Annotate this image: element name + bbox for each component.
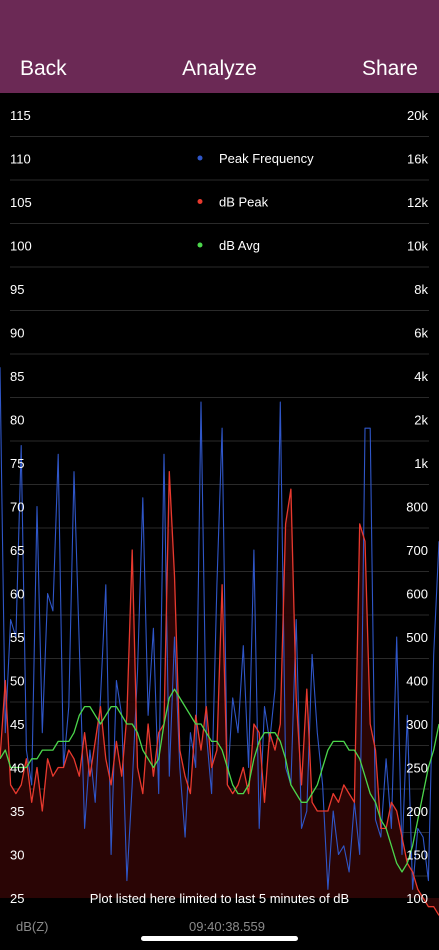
right-tick-label: 12k xyxy=(407,195,428,210)
left-tick-label: 45 xyxy=(10,717,24,732)
right-tick-label: 300 xyxy=(406,717,428,732)
legend-marker-db-peak xyxy=(197,199,203,204)
right-tick-label: 8k xyxy=(414,282,428,297)
right-axis-ticks: 20k 16k 12k 10k 8k 6k 4k 2k 1k 800 700 600 500 400 300… xyxy=(406,108,428,906)
left-tick-label: 70 xyxy=(10,500,24,515)
left-tick-label: 60 xyxy=(10,587,24,602)
legend-marker-peak-frequency xyxy=(197,155,203,161)
db-avg-line xyxy=(0,688,439,873)
left-tick-label: 55 xyxy=(10,630,24,645)
timestamp-label: 09:40:38.559 xyxy=(189,919,265,934)
legend-label-db-avg: dB Avg xyxy=(219,238,260,253)
right-tick-label: 2k xyxy=(414,413,428,428)
left-tick-label: 40 xyxy=(10,761,24,776)
peak-frequency-line xyxy=(0,367,439,890)
chart-series xyxy=(0,367,439,916)
right-tick-label: 10k xyxy=(407,239,428,254)
left-tick-label: 50 xyxy=(10,674,24,689)
left-tick-label: 65 xyxy=(10,543,24,558)
right-tick-label: 500 xyxy=(406,630,428,645)
right-tick-label: 600 xyxy=(406,587,428,602)
legend-label-db-peak: dB Peak xyxy=(219,195,269,210)
right-tick-label: 6k xyxy=(414,326,428,341)
left-tick-label: 90 xyxy=(10,326,24,341)
right-tick-label: 700 xyxy=(406,543,428,558)
chart-legend: Peak Frequency dB Peak dB Avg xyxy=(197,151,314,253)
left-tick-label: 35 xyxy=(10,804,24,819)
right-tick-label: 100 xyxy=(406,891,428,906)
share-button[interactable]: Share xyxy=(361,57,418,80)
weighting-label: dB(Z) xyxy=(16,919,49,934)
left-tick-label: 115 xyxy=(10,108,31,123)
right-tick-label: 200 xyxy=(406,804,428,819)
right-tick-label: 20k xyxy=(407,108,428,123)
legend-label-peak-frequency: Peak Frequency xyxy=(219,151,314,166)
left-axis-ticks: 115 110 105 100 95 90 85 80 75 70 65 60 55 50 45 40 35 30… xyxy=(10,108,32,906)
left-tick-label: 30 xyxy=(10,848,24,863)
home-indicator xyxy=(141,936,298,941)
right-tick-label: 16k xyxy=(407,152,428,167)
navigation-bar: Back Analyze Share xyxy=(0,0,439,93)
right-tick-label: 800 xyxy=(406,500,428,515)
back-button[interactable]: Back xyxy=(20,57,67,80)
analysis-chart: 115 110 105 100 95 90 85 80 75 70 65 60 55 50 45 40 35 30… xyxy=(0,93,439,950)
legend-marker-db-avg xyxy=(197,242,203,248)
right-tick-label: 4k xyxy=(414,369,428,384)
left-tick-label: 75 xyxy=(10,456,24,471)
right-tick-label: 1k xyxy=(414,456,428,471)
plot-limit-notice: Plot listed here limited to last 5 minut… xyxy=(90,891,349,906)
db-peak-line xyxy=(0,471,439,916)
left-tick-label: 95 xyxy=(10,282,24,297)
right-tick-label: 400 xyxy=(406,674,428,689)
right-tick-label: 250 xyxy=(406,761,428,776)
left-tick-label: 25 xyxy=(10,891,24,906)
left-tick-label: 105 xyxy=(10,195,32,210)
left-tick-label: 85 xyxy=(10,369,24,384)
left-tick-label: 80 xyxy=(10,413,24,428)
left-tick-label: 100 xyxy=(10,239,32,254)
right-tick-label: 150 xyxy=(406,848,428,863)
left-tick-label: 110 xyxy=(10,152,31,167)
